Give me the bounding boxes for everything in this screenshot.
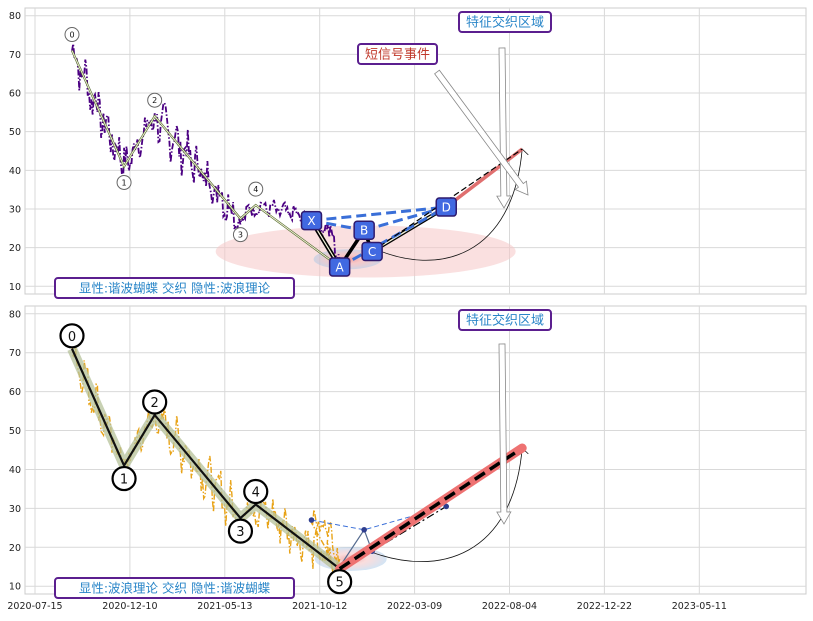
wave-label-circle: [142, 389, 168, 415]
wave-label-circle: [64, 27, 80, 43]
wave-line: [71, 50, 340, 268]
annotation-zone-label-box: [458, 309, 552, 331]
y-tick-label: 20: [9, 243, 21, 254]
pattern-dashed: [338, 205, 447, 269]
wave-label-circle: [227, 518, 254, 544]
pattern-point: [361, 526, 367, 533]
wave-label: 4: [253, 185, 258, 194]
y-tick-label: 30: [9, 204, 21, 215]
annotation-zone-label: 特征交织区域: [466, 313, 544, 329]
annotation-zone-arrow: [496, 47, 512, 209]
wave-label: 0: [69, 31, 74, 40]
pattern-dashdot: [371, 505, 447, 552]
wave-label-circle: [327, 569, 353, 595]
annotation-zone-arrow: [496, 343, 512, 525]
pattern-label-box: [435, 197, 457, 217]
y-tick-label: 80: [9, 309, 21, 320]
wave-label: 2: [151, 396, 159, 411]
projection-end: [518, 444, 527, 453]
wave-label-circle: [243, 478, 269, 505]
annotation-short-label: 短信号事件: [365, 48, 430, 63]
pattern-label: D: [442, 201, 451, 215]
x-tick-label: 2020-12-10: [102, 601, 157, 612]
projection-arc: [371, 148, 529, 261]
y-tick-label: 20: [9, 543, 21, 554]
pattern-badge-box: [54, 577, 295, 599]
x-tick-label: 2021-10-12: [292, 601, 347, 612]
y-tick-label: 60: [9, 387, 21, 398]
pattern-badge-box: [54, 277, 295, 299]
y-tick-label: 40: [9, 465, 21, 476]
wave-label: 0: [68, 330, 76, 345]
y-tick-label: 40: [9, 166, 21, 177]
pattern-label: X: [307, 214, 315, 228]
wave-label-circle: [232, 227, 248, 243]
pattern-badge: 显性:谐波蝴蝶 交织 隐性:波浪理论: [79, 281, 271, 296]
pattern-label-box: [361, 241, 383, 262]
pattern-label-box: [328, 257, 351, 277]
pattern-dashed: [311, 505, 447, 531]
wave-label: 4: [252, 485, 260, 500]
y-tick-label: 50: [9, 426, 21, 437]
panel-top: 10 20 30 40 50 60 70 80 0 1 2 3 4 X A BC D 特征交织区域短信号事件显性:…: [9, 7, 807, 299]
pattern-label: C: [368, 245, 376, 259]
pattern-point: [308, 517, 315, 523]
projection-line: [338, 446, 524, 571]
wave-label: 2: [152, 96, 157, 105]
y-tick-label: 70: [9, 50, 21, 61]
x-tick-label: 2022-12-22: [577, 601, 632, 612]
projection-band: [445, 147, 524, 209]
y-tick-label: 30: [9, 504, 21, 515]
y-tick-label: 10: [9, 582, 21, 593]
x-tick-label: 2022-08-04: [482, 601, 537, 612]
wave-label-circle: [248, 181, 264, 197]
annotation-zone-label: 特征交织区域: [466, 15, 544, 31]
x-tick-label: 2023-05-11: [672, 601, 727, 612]
wave-label: 3: [238, 231, 243, 240]
wave-label-circle: [147, 92, 163, 108]
annotation-short-label-box: [357, 43, 438, 65]
wave-label-circle: [111, 465, 137, 492]
wave-label: 1: [120, 473, 128, 488]
wave-label: 1: [122, 178, 127, 187]
projection-arc: [368, 447, 529, 562]
y-tick-label: 50: [9, 127, 21, 138]
pattern-badge: 显性:波浪理论 交织 隐性:谐波蝴蝶: [79, 581, 271, 596]
y-tick-label: 60: [9, 89, 21, 100]
plot-area: [24, 305, 807, 595]
pattern-label: A: [336, 260, 345, 274]
wave-label-circle: [116, 174, 132, 190]
x-tick-label: 2022-03-09: [387, 601, 442, 612]
y-tick-label: 80: [9, 11, 21, 22]
wave-label: 3: [236, 525, 244, 540]
x-tick-label: 2021-05-13: [197, 601, 252, 612]
annotation-zone-label-box: [458, 11, 552, 33]
pattern-point: [443, 503, 450, 510]
annotation-short-arrow: [434, 69, 529, 196]
wave-label: 5: [336, 576, 344, 591]
y-tick-label: 10: [9, 282, 21, 293]
wave-label-circle: [59, 323, 85, 349]
pattern-dashed: [311, 205, 447, 223]
wave-line: [70, 348, 341, 570]
y-tick-label: 70: [9, 348, 21, 359]
pattern-label-box: [300, 210, 323, 231]
x-tick-label: 2020-07-15: [7, 601, 62, 612]
pattern-label: B: [360, 224, 368, 238]
pattern-label-box: [353, 220, 375, 240]
